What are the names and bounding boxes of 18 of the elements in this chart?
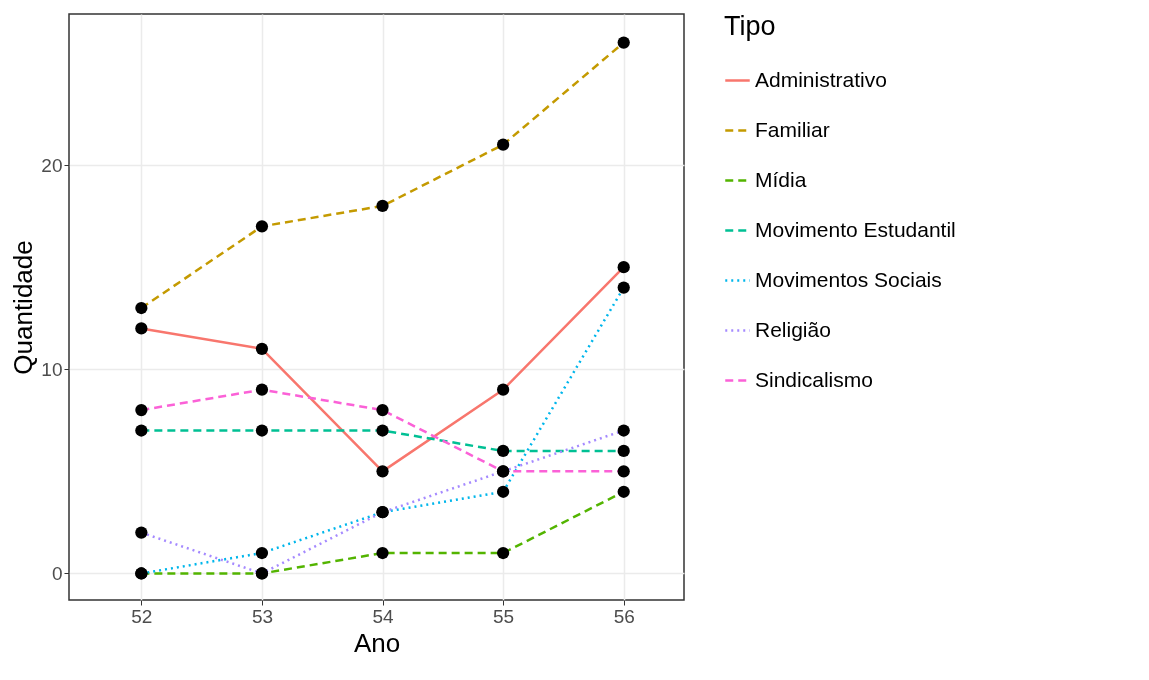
legend-label: Administrativo — [755, 67, 887, 91]
y-tick-label: 10 — [41, 358, 63, 380]
x-tick-label: 54 — [372, 605, 395, 627]
legend-title: Tipo — [724, 11, 776, 41]
x-tick-label: 55 — [493, 605, 515, 627]
x-tick-label: 53 — [251, 605, 274, 627]
x-axis-title: Ano — [353, 627, 401, 658]
legend-label: Movimentos Sociais — [755, 267, 942, 291]
legend-label: Mídia — [755, 167, 807, 191]
legend-label: Familiar — [755, 117, 830, 141]
legend-label: Religião — [755, 317, 831, 341]
y-tick-label: 0 — [51, 562, 63, 584]
x-tick-label: 56 — [613, 605, 635, 627]
y-axis-title: Quantidade — [8, 240, 39, 375]
legend-label: Sindicalismo — [755, 367, 873, 391]
y-tick-label: 20 — [41, 154, 63, 176]
legend-label: Movimento Estudantil — [755, 217, 956, 241]
x-tick-label: 52 — [131, 605, 153, 627]
